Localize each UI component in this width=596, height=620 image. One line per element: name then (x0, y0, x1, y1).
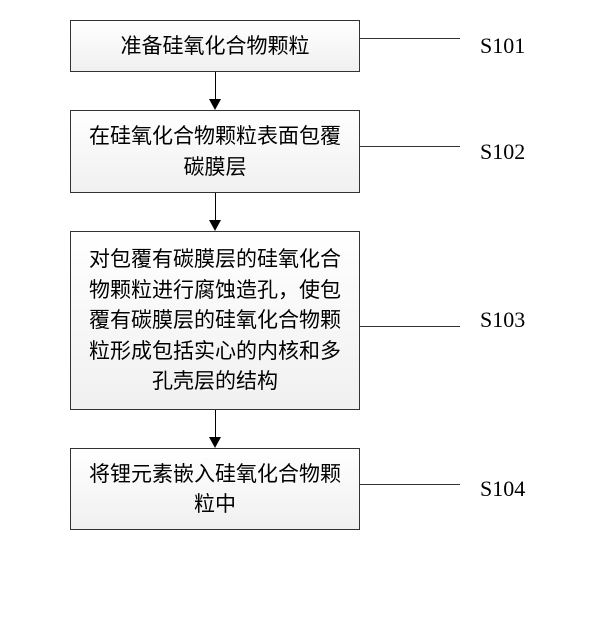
arrow-head-icon (209, 99, 221, 110)
step-box-1: 准备硅氧化合物颗粒 (70, 20, 360, 72)
flowchart-container: 准备硅氧化合物颗粒 S101 在硅氧化合物颗粒表面包覆碳膜层 S102 对包覆有… (20, 20, 576, 530)
arrow-2 (70, 193, 360, 231)
arrow-head-icon (209, 437, 221, 448)
connector-1 (360, 38, 460, 39)
connector-4 (360, 484, 460, 485)
step-text-2: 在硅氧化合物颗粒表面包覆碳膜层 (89, 124, 341, 178)
step-text-4: 将锂元素嵌入硅氧化合物颗粒中 (89, 462, 341, 516)
step-row-1: 准备硅氧化合物颗粒 S101 (70, 20, 525, 72)
arrow-1 (70, 72, 360, 110)
arrow-3 (70, 410, 360, 448)
step-row-4: 将锂元素嵌入硅氧化合物颗粒中 S104 (70, 448, 525, 531)
step-label-2: S102 (480, 139, 525, 165)
step-label-4: S104 (480, 476, 525, 502)
arrow-line-2 (215, 193, 216, 220)
step-row-3: 对包覆有碳膜层的硅氧化合物颗粒进行腐蚀造孔，使包覆有碳膜层的硅氧化合物颗粒形成包… (70, 231, 525, 409)
arrow-line-1 (215, 72, 216, 99)
step-row-2: 在硅氧化合物颗粒表面包覆碳膜层 S102 (70, 110, 525, 193)
step-box-2: 在硅氧化合物颗粒表面包覆碳膜层 (70, 110, 360, 193)
step-box-4: 将锂元素嵌入硅氧化合物颗粒中 (70, 448, 360, 531)
arrow-head-icon (209, 220, 221, 231)
step-label-3: S103 (480, 307, 525, 333)
step-text-3: 对包覆有碳膜层的硅氧化合物颗粒进行腐蚀造孔，使包覆有碳膜层的硅氧化合物颗粒形成包… (89, 247, 341, 393)
connector-3 (360, 326, 460, 327)
step-label-1: S101 (480, 33, 525, 59)
step-text-1: 准备硅氧化合物颗粒 (121, 34, 310, 58)
arrow-line-3 (215, 410, 216, 437)
connector-2 (360, 146, 460, 147)
step-box-3: 对包覆有碳膜层的硅氧化合物颗粒进行腐蚀造孔，使包覆有碳膜层的硅氧化合物颗粒形成包… (70, 231, 360, 409)
